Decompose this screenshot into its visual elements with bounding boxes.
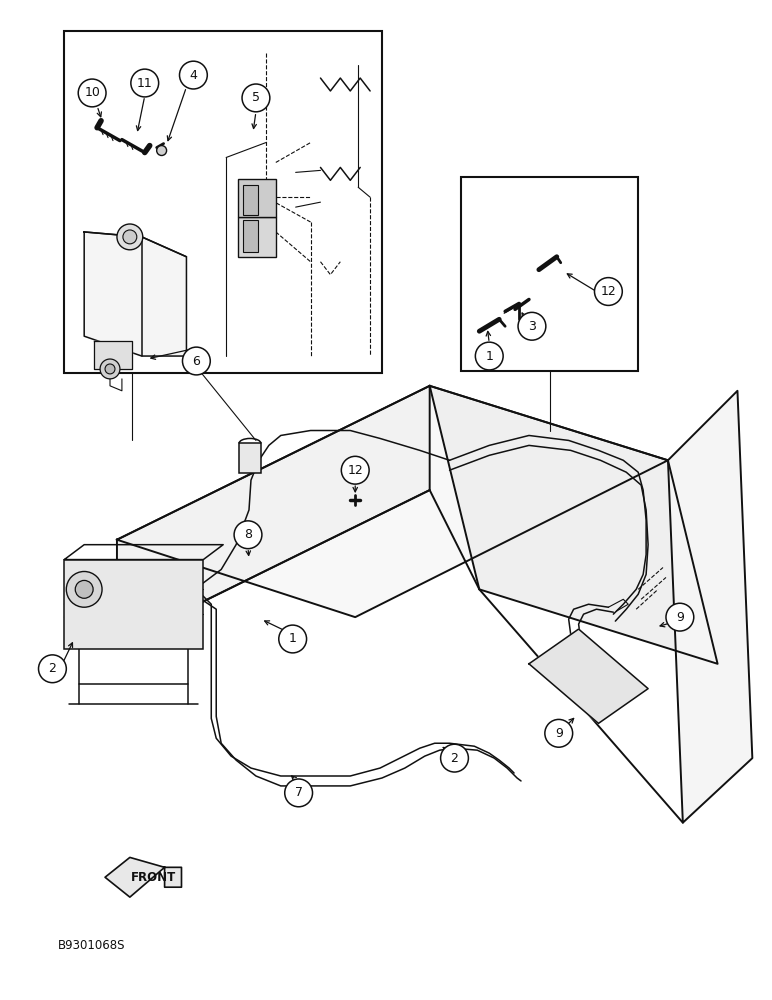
Text: 9: 9 <box>676 611 684 624</box>
Text: 11: 11 <box>137 77 153 90</box>
Circle shape <box>518 312 546 340</box>
Polygon shape <box>430 386 718 664</box>
Polygon shape <box>117 386 668 617</box>
Text: 5: 5 <box>252 91 260 104</box>
Circle shape <box>242 84 270 112</box>
Circle shape <box>78 79 106 107</box>
Polygon shape <box>94 341 132 369</box>
Bar <box>238 217 276 257</box>
Text: 2: 2 <box>451 752 459 765</box>
Polygon shape <box>117 386 430 644</box>
Polygon shape <box>84 232 187 356</box>
Text: 7: 7 <box>295 786 303 799</box>
Text: 2: 2 <box>49 662 56 675</box>
Bar <box>64 560 203 649</box>
Circle shape <box>285 779 313 807</box>
Bar <box>462 177 638 371</box>
Circle shape <box>66 571 102 607</box>
Circle shape <box>100 359 120 379</box>
Circle shape <box>39 655 66 683</box>
Text: B9301068S: B9301068S <box>57 939 125 952</box>
Circle shape <box>341 456 369 484</box>
Text: 1: 1 <box>486 350 493 363</box>
Bar <box>64 31 382 373</box>
Polygon shape <box>668 391 753 823</box>
Circle shape <box>441 744 469 772</box>
Circle shape <box>182 347 210 375</box>
Polygon shape <box>529 629 648 723</box>
Circle shape <box>279 625 306 653</box>
Text: FRONT: FRONT <box>131 871 176 884</box>
Circle shape <box>545 719 573 747</box>
Circle shape <box>234 521 262 549</box>
Circle shape <box>180 61 208 89</box>
Text: 8: 8 <box>244 528 252 541</box>
Circle shape <box>117 224 143 250</box>
Circle shape <box>75 580 93 598</box>
Circle shape <box>130 69 159 97</box>
Text: 1: 1 <box>289 632 296 645</box>
Text: 12: 12 <box>601 285 616 298</box>
Bar <box>243 185 258 215</box>
Circle shape <box>123 230 137 244</box>
Circle shape <box>476 342 503 370</box>
Circle shape <box>157 146 167 155</box>
Text: 3: 3 <box>528 320 536 333</box>
Bar <box>243 220 258 252</box>
Bar <box>239 443 261 473</box>
Text: 9: 9 <box>555 727 563 740</box>
Text: 12: 12 <box>347 464 363 477</box>
Bar <box>238 179 276 217</box>
Text: 4: 4 <box>189 69 198 82</box>
Text: 6: 6 <box>192 355 200 368</box>
Circle shape <box>594 278 622 305</box>
Circle shape <box>105 364 115 374</box>
Circle shape <box>666 603 694 631</box>
Text: 10: 10 <box>84 86 100 99</box>
Polygon shape <box>105 857 181 897</box>
